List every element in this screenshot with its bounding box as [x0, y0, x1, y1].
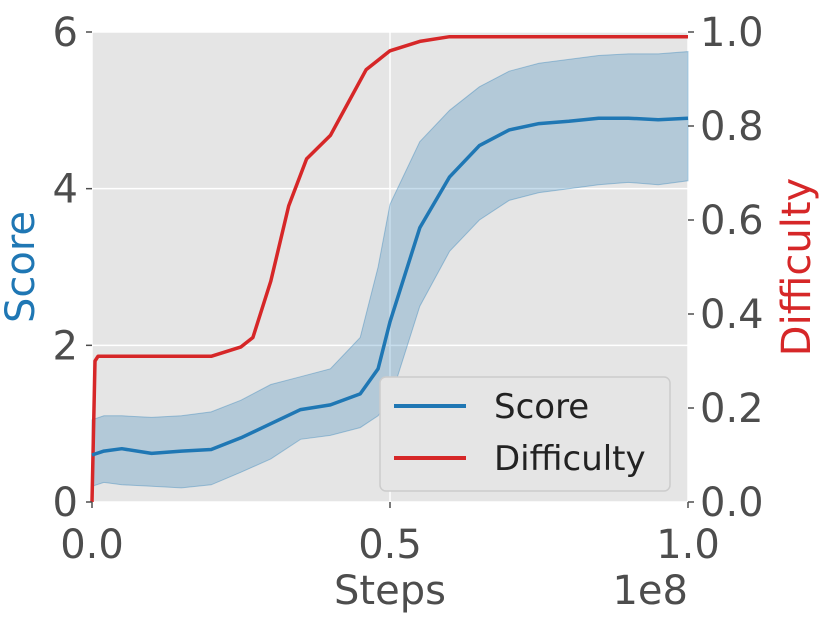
- right-y-tick-label-0: 0.0: [700, 480, 764, 526]
- legend-difficulty-label: Difficulty: [494, 439, 646, 479]
- x-tick-label-1: 0.5: [358, 522, 422, 568]
- score-std-band: [91, 51, 689, 489]
- right-y-tick-label-2: 0.4: [700, 292, 764, 338]
- right-y-tick-label-1: 0.2: [700, 386, 764, 432]
- left-y-axis-title: Score: [0, 211, 44, 323]
- right-y-axis-title: Difficulty: [774, 178, 820, 356]
- left-y-axis-ticks: 0 2 4 6: [53, 10, 92, 526]
- left-y-tick-label-0: 0: [53, 480, 78, 526]
- x-tick-label-2: 1.0: [656, 522, 720, 568]
- right-y-tick-label-4: 0.8: [700, 104, 764, 150]
- legend-score-label: Score: [494, 387, 589, 427]
- right-y-tick-label-5: 1.0: [700, 10, 764, 56]
- x-axis-ticks: 0.0 0.5 1.0: [60, 502, 720, 568]
- right-y-axis-ticks: 0.0 0.2 0.4 0.6 0.8 1.0: [688, 10, 764, 526]
- right-y-tick-label-3: 0.6: [700, 198, 764, 244]
- legend: Score Difficulty: [379, 376, 671, 492]
- difficulty-series-line: [90, 34, 688, 503]
- left-y-tick-label-2: 4: [53, 167, 78, 213]
- left-y-tick-label-3: 6: [53, 10, 78, 56]
- score-series-line: [91, 116, 689, 457]
- x-tick-label-0: 0.0: [60, 522, 124, 568]
- x-axis-title: Steps: [334, 568, 446, 614]
- left-y-tick-label-1: 2: [53, 323, 78, 369]
- x-axis-offset-label: 1e8: [612, 568, 688, 614]
